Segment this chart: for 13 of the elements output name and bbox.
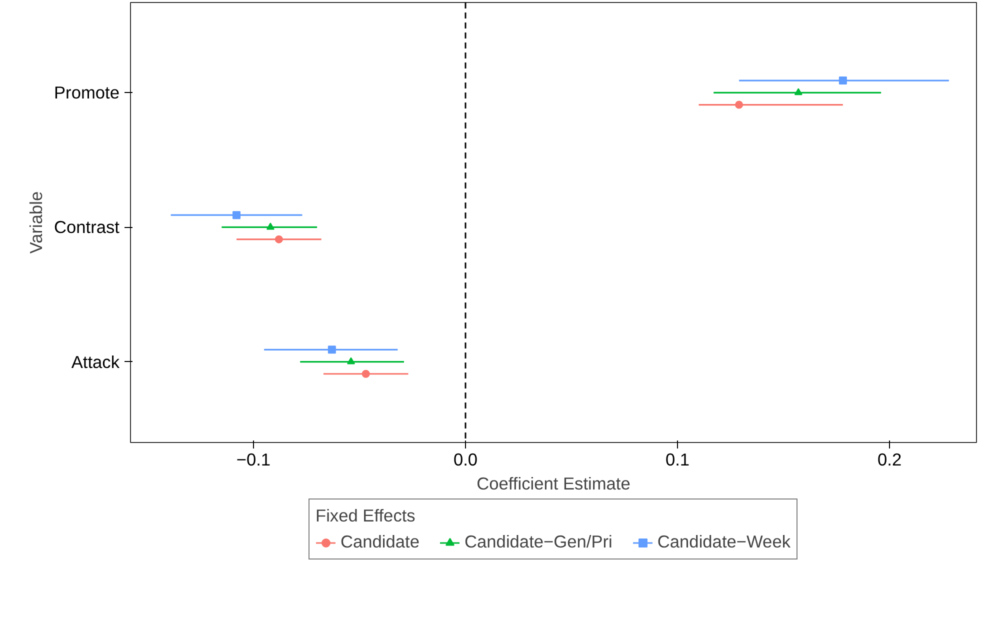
legend-label: Candidate−Week — [657, 532, 790, 552]
x-tick-label: 0.0 — [453, 450, 478, 470]
legend-title: Fixed Effects — [316, 506, 416, 526]
x-tick-label: 0.1 — [665, 450, 690, 470]
x-tick-label: −0.1 — [236, 450, 271, 470]
y-axis-title: Variable — [26, 191, 46, 254]
x-axis-title: Coefficient Estimate — [476, 474, 630, 494]
y-tick-label: Promote — [54, 82, 120, 103]
legend-label: Candidate−Gen/Pri — [464, 532, 612, 552]
y-tick-label: Attack — [71, 352, 120, 372]
x-tick-label: 0.2 — [878, 450, 902, 470]
y-tick-label: Contrast — [54, 217, 120, 238]
legend-label: Candidate — [340, 532, 420, 552]
